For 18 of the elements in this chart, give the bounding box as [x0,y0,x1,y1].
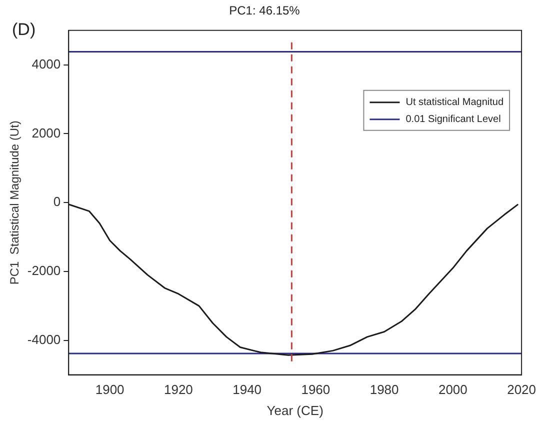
x-tick-label: 1920 [164,382,193,398]
x-tick-label: 2020 [507,382,536,398]
y-tick-label: -2000 [27,263,61,278]
x-tick-label: 1900 [95,382,124,398]
x-tick-label: 1940 [232,382,262,398]
y-tick-label: 2000 [32,125,61,140]
chart-title: PC1: 46.15% [229,4,300,18]
x-axis-title: Year (CE) [266,402,324,418]
x-tick-label: 1980 [370,382,399,398]
y-tick-label: 4000 [32,56,61,72]
text: (D) [12,20,36,40]
x-tick-label: 1960 [301,382,330,398]
y-axis-title: PC1 Statistical Magnitude (Ut) [8,120,22,285]
y-tick-label: -4000 [27,332,61,347]
legend-label: Ut statistical Magnitud [406,97,504,108]
legend-label: 0.01 Significant Level [406,114,501,126]
x-tick-label: 2000 [438,382,468,398]
y-tick-label: 0 [53,194,61,210]
